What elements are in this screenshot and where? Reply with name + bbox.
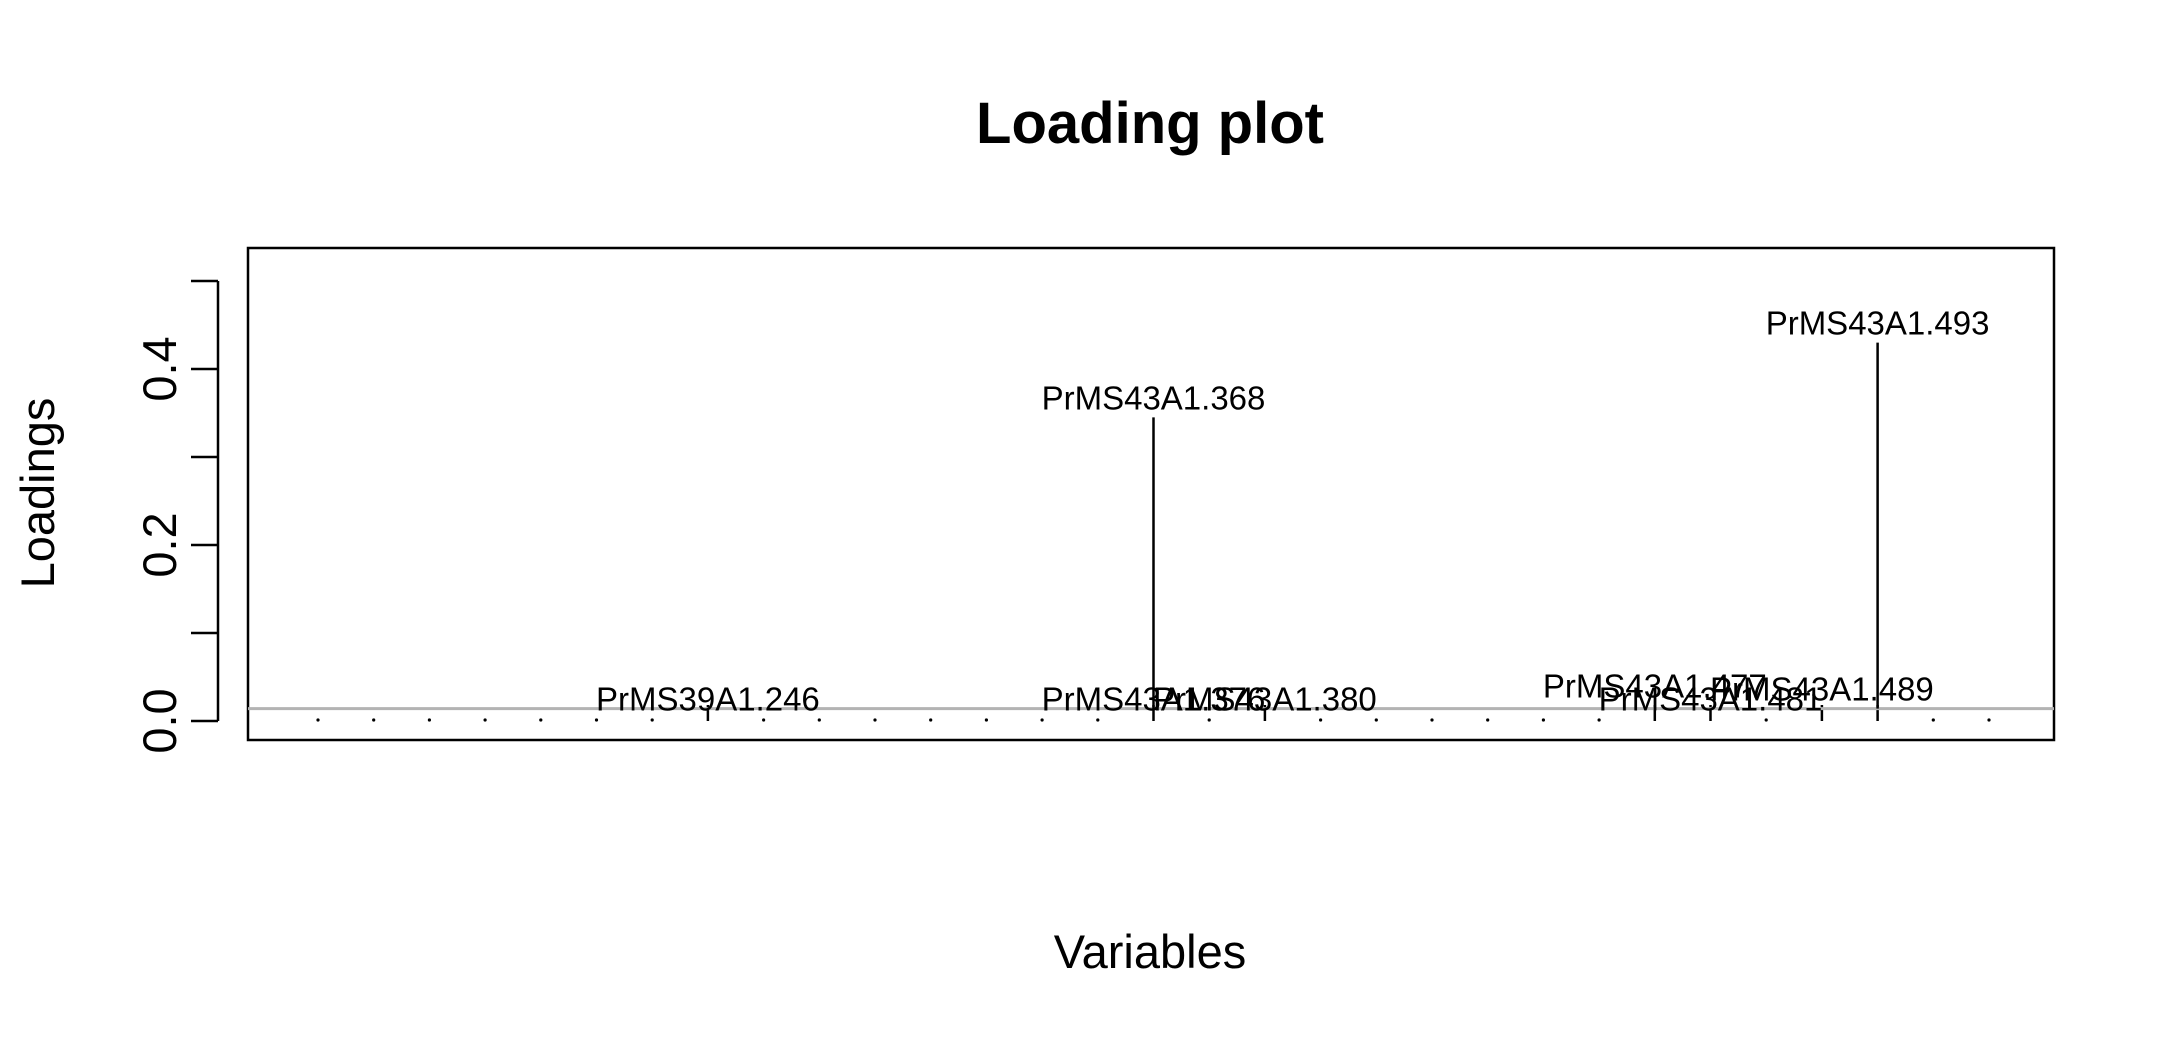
y-tick-label: 0.2 — [133, 512, 186, 577]
x-tick-dot — [427, 718, 431, 722]
variable-label: PrMS43A1.380 — [1153, 681, 1377, 718]
x-tick-dot — [650, 718, 654, 722]
x-tick-dot — [984, 718, 989, 722]
variable-label: PrMS39A1.246 — [596, 681, 820, 718]
variable-label: PrMS43A1.376 — [1042, 681, 1266, 718]
x-tick-dot — [483, 718, 487, 722]
x-tick-dot — [1374, 718, 1378, 722]
x-axis-title: Variables — [1054, 925, 1246, 978]
x-tick-dot — [1096, 718, 1100, 722]
x-tick-dot — [539, 718, 543, 722]
x-tick-dot — [1764, 718, 1768, 722]
y-axis: 0.0 0.2 0.4 — [133, 279, 220, 754]
x-tick-dot — [594, 718, 599, 722]
variable-label: PrMS43A1.489 — [1710, 671, 1934, 708]
y-axis-title: Loadings — [11, 398, 64, 589]
x-axis-ticks — [316, 705, 1991, 722]
x-tick-dot — [1931, 718, 1935, 722]
x-tick-dot — [1040, 718, 1044, 722]
x-tick-dot — [817, 718, 821, 722]
variable-label: PrMS43A1.493 — [1766, 305, 1990, 342]
x-tick-dot — [1319, 718, 1323, 722]
x-tick-dot — [1987, 718, 1991, 722]
x-tick-dot — [1430, 718, 1434, 722]
variable-label: PrMS43A1.368 — [1042, 379, 1266, 416]
x-tick-dot — [1207, 718, 1211, 722]
variable-label: PrMS43A1.477 — [1543, 668, 1767, 705]
x-tick-dot — [1486, 718, 1490, 722]
y-tick-label: 0.4 — [133, 336, 186, 401]
chart-title: Loading plot — [976, 91, 1324, 156]
variable-labels: PrMS39A1.246PrMS43A1.368PrMS43A1.376PrMS… — [596, 305, 1990, 718]
loading-lines — [1152, 342, 1879, 709]
x-tick-dot — [316, 718, 320, 722]
x-tick-dot — [372, 718, 376, 722]
x-tick-dot — [762, 718, 766, 722]
variable-label: PrMS43A1.481 — [1599, 681, 1823, 718]
x-tick-dot — [1541, 718, 1545, 722]
x-tick-dot — [929, 718, 933, 722]
x-tick-dot — [873, 718, 877, 722]
y-tick-label: 0.0 — [133, 688, 186, 753]
x-tick-dot — [1597, 718, 1601, 722]
plot-frame — [246, 246, 2056, 742]
